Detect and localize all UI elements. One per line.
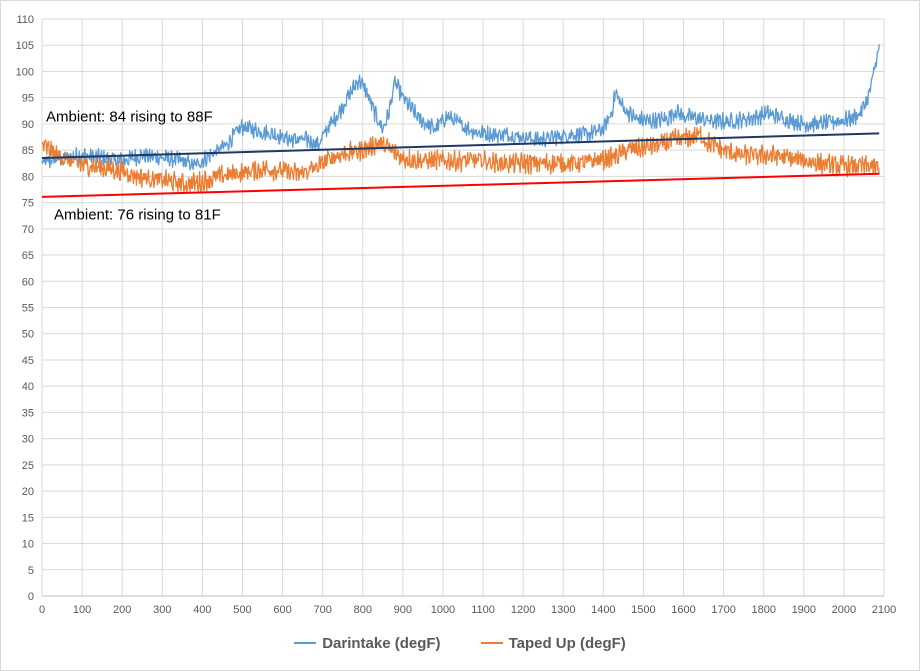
x-tick-label: 900: [394, 604, 412, 616]
x-tick-label: 1400: [591, 604, 615, 616]
x-tick-label: 1100: [471, 604, 495, 616]
y-tick-label: 95: [22, 93, 34, 105]
x-tick-label: 1000: [431, 604, 455, 616]
legend: Darintake (degF) Taped Up (degF): [0, 630, 920, 656]
x-tick-label: 500: [233, 604, 251, 616]
x-tick-label: 1300: [551, 604, 575, 616]
y-tick-label: 85: [22, 145, 34, 157]
y-tick-label: 70: [22, 224, 34, 236]
y-tick-label: 20: [22, 486, 34, 498]
x-tick-label: 600: [273, 604, 291, 616]
x-tick-label: 0: [39, 604, 45, 616]
y-tick-label: 15: [22, 512, 34, 524]
y-tick-label: 35: [22, 407, 34, 419]
legend-item-darintake: Darintake (degF): [294, 634, 441, 652]
line-chart: 0 5 10 15 20 25 30 35 40 45 50 55 60 65 70 75 80 85 90 95 10…: [16, 14, 897, 616]
gridlines: [41, 18, 885, 597]
series-line-darintake: [41, 44, 880, 171]
x-tick-label: 400: [193, 604, 211, 616]
x-tick-label: 300: [153, 604, 171, 616]
legend-label-darintake: Darintake (degF): [322, 634, 441, 652]
annotation-upper-ambient: Ambient: 84 rising to 88F: [46, 108, 213, 125]
annotation-lower-ambient: Ambient: 76 rising to 81F: [54, 206, 221, 223]
y-tick-label: 5: [28, 565, 34, 577]
x-tick-label: 200: [113, 604, 131, 616]
x-tick-label: 1800: [751, 604, 775, 616]
y-tick-label: 45: [22, 355, 34, 367]
x-tick-label: 1900: [792, 604, 816, 616]
trendline-lower: [41, 172, 880, 198]
y-tick-label: 25: [22, 460, 34, 472]
y-tick-label: 10: [22, 539, 34, 551]
y-tick-label: 105: [16, 40, 34, 52]
y-axis-tick-labels: 0 5 10 15 20 25 30 35 40 45 50 55 60 65 70 75 80 85 90 95 10…: [16, 14, 34, 603]
trendlines: [41, 132, 880, 198]
annotations: Ambient: 84 rising to 88F Ambient: 76 ris…: [46, 108, 221, 223]
y-tick-label: 60: [22, 276, 34, 288]
x-axis-tick-labels: 0 100 200 300 400 500 600 700 800 900 1000 1100 1200…: [39, 604, 896, 616]
series-lines: [41, 44, 880, 194]
y-tick-label: 40: [22, 381, 34, 393]
x-tick-label: 1200: [511, 604, 535, 616]
x-tick-label: 2100: [872, 604, 896, 616]
y-tick-label: 65: [22, 250, 34, 262]
x-tick-label: 700: [313, 604, 331, 616]
y-tick-label: 75: [22, 198, 34, 210]
y-tick-label: 0: [28, 591, 34, 603]
y-tick-label: 100: [16, 66, 34, 78]
x-tick-label: 100: [73, 604, 91, 616]
legend-swatch-darintake: [294, 642, 317, 644]
legend-swatch-taped-up: [480, 642, 503, 644]
y-tick-label: 90: [22, 119, 34, 131]
legend-item-taped-up: Taped Up (degF): [480, 634, 626, 652]
legend-label-taped-up: Taped Up (degF): [508, 634, 626, 652]
series-line-taped-up: [41, 126, 880, 194]
trendline-upper: [41, 132, 880, 160]
y-tick-label: 80: [22, 171, 34, 183]
y-tick-label: 50: [22, 329, 34, 341]
x-tick-label: 1500: [631, 604, 655, 616]
x-tick-label: 1700: [711, 604, 735, 616]
y-tick-label: 110: [16, 14, 34, 26]
x-tick-label: 1600: [671, 604, 695, 616]
y-tick-label: 55: [22, 303, 34, 315]
y-tick-label: 30: [22, 434, 34, 446]
x-tick-label: 800: [354, 604, 372, 616]
x-tick-label: 2000: [832, 604, 856, 616]
